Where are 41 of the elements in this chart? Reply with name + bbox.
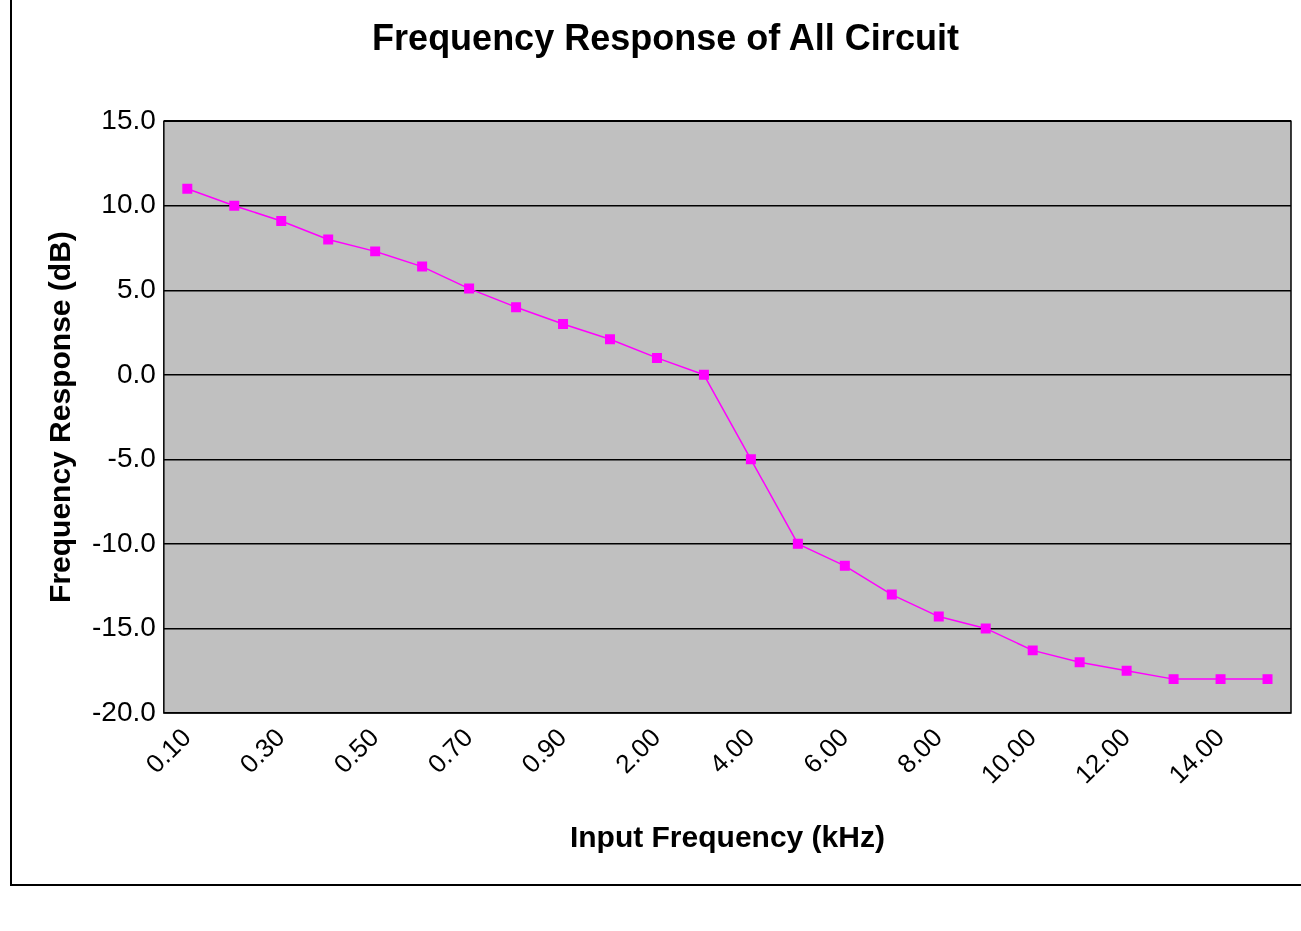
point: [698, 369, 709, 380]
point: [1262, 674, 1273, 685]
x-tick-label: 0.30: [233, 722, 291, 780]
point: [558, 319, 569, 330]
point: [792, 538, 803, 549]
x-tick-label: 0.70: [421, 722, 479, 780]
point: [651, 352, 662, 363]
point: [745, 454, 756, 465]
point: [1027, 645, 1038, 656]
y-tick-label: 0.0: [116, 357, 156, 389]
point: [1168, 674, 1179, 685]
point: [980, 623, 991, 634]
y-tick-label: 5.0: [116, 272, 156, 304]
x-tick-label: 6.00: [797, 722, 855, 780]
point: [276, 215, 287, 226]
point: [605, 334, 615, 345]
point: [886, 589, 897, 600]
point: [1215, 674, 1226, 685]
point: [323, 234, 334, 245]
y-tick-label: 10.0: [101, 188, 156, 220]
point: [229, 200, 240, 211]
x-tick-label: 0.90: [515, 722, 573, 780]
x-tick-label: 0.50: [327, 722, 385, 780]
point: [1074, 657, 1085, 668]
y-tick-label: -15.0: [91, 611, 156, 643]
point: [182, 183, 193, 194]
y-tick-label: -10.0: [91, 526, 156, 558]
chart-title: Frequency Response of All Circuit: [372, 16, 959, 58]
x-axis-title: Input Frequency (kHz): [569, 820, 885, 854]
point: [511, 302, 522, 313]
point: [1121, 665, 1132, 676]
y-axis-title: Frequency Response (dB): [43, 231, 77, 603]
point: [839, 560, 850, 571]
x-tick-label: 8.00: [891, 722, 949, 780]
y-tick-label: 15.0: [101, 103, 156, 135]
point: [417, 261, 428, 272]
point: [933, 611, 944, 622]
point: [370, 246, 381, 257]
y-tick-label: -5.0: [107, 442, 156, 474]
x-tick-label: 4.00: [703, 722, 761, 780]
point: [464, 283, 475, 294]
